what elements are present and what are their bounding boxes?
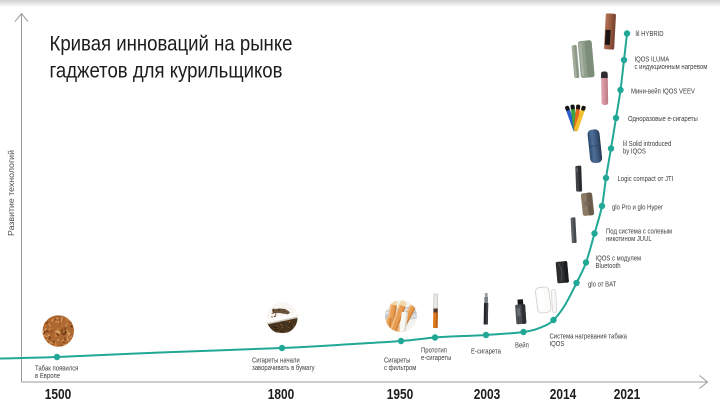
svg-text:glo от BAT: glo от BAT	[588, 282, 617, 289]
svg-text:1950: 1950	[387, 387, 414, 403]
svg-text:1500: 1500	[45, 387, 72, 403]
svg-text:lil HYBRID: lil HYBRID	[636, 31, 664, 38]
svg-text:Сигареты: Сигареты	[384, 358, 410, 365]
svg-text:Развитие технологий: Развитие технологий	[6, 150, 16, 236]
svg-text:1800: 1800	[268, 387, 295, 403]
svg-text:by IQOS: by IQOS	[623, 149, 646, 156]
svg-text:Система нагревания табака: Система нагревания табака	[550, 333, 628, 341]
svg-text:гаджетов для курильщиков: гаджетов для курильщиков	[50, 60, 283, 83]
svg-text:Сигареты начали: Сигареты начали	[252, 358, 300, 365]
svg-text:Вейп: Вейп	[515, 342, 529, 350]
svg-text:IQOS с модулем: IQOS с модулем	[596, 256, 642, 263]
svg-text:lil Solid introduced: lil Solid introduced	[623, 141, 671, 148]
svg-text:IQOS ILUMA: IQOS ILUMA	[635, 57, 670, 64]
svg-text:Прототип: Прототип	[421, 348, 447, 355]
svg-text:2003: 2003	[474, 387, 501, 403]
svg-text:Табак появился: Табак появился	[35, 365, 79, 373]
svg-text:IQOS: IQOS	[550, 341, 565, 348]
svg-text:Кривая инноваций на рынке: Кривая инноваций на рынке	[50, 33, 293, 56]
svg-text:2014: 2014	[550, 387, 577, 403]
svg-text:Е-сигарета: Е-сигарета	[471, 349, 501, 356]
svg-text:Одноразовые е-сигареты: Одноразовые е-сигареты	[628, 116, 698, 123]
svg-text:заворачивать в бумагу: заворачивать в бумагу	[252, 364, 315, 372]
svg-text:Logic compact от JTI: Logic compact от JTI	[618, 176, 674, 183]
svg-text:glo Pro и glo Hyper: glo Pro и glo Hyper	[612, 205, 663, 212]
svg-text:никотином JUUL: никотином JUUL	[606, 236, 652, 243]
svg-text:е-сигареты: е-сигареты	[421, 355, 451, 362]
svg-text:с индукционным нагревом: с индукционным нагревом	[635, 64, 708, 71]
svg-text:Мини-вейп IQOS VEEV: Мини-вейп IQOS VEEV	[631, 88, 695, 96]
svg-text:2021: 2021	[614, 387, 641, 403]
svg-text:с фильтром: с фильтром	[384, 365, 417, 372]
svg-text:в Европе: в Европе	[35, 373, 60, 380]
svg-text:Под система с солевым: Под система с солевым	[606, 229, 672, 236]
svg-text:Bluetooth: Bluetooth	[596, 263, 621, 270]
